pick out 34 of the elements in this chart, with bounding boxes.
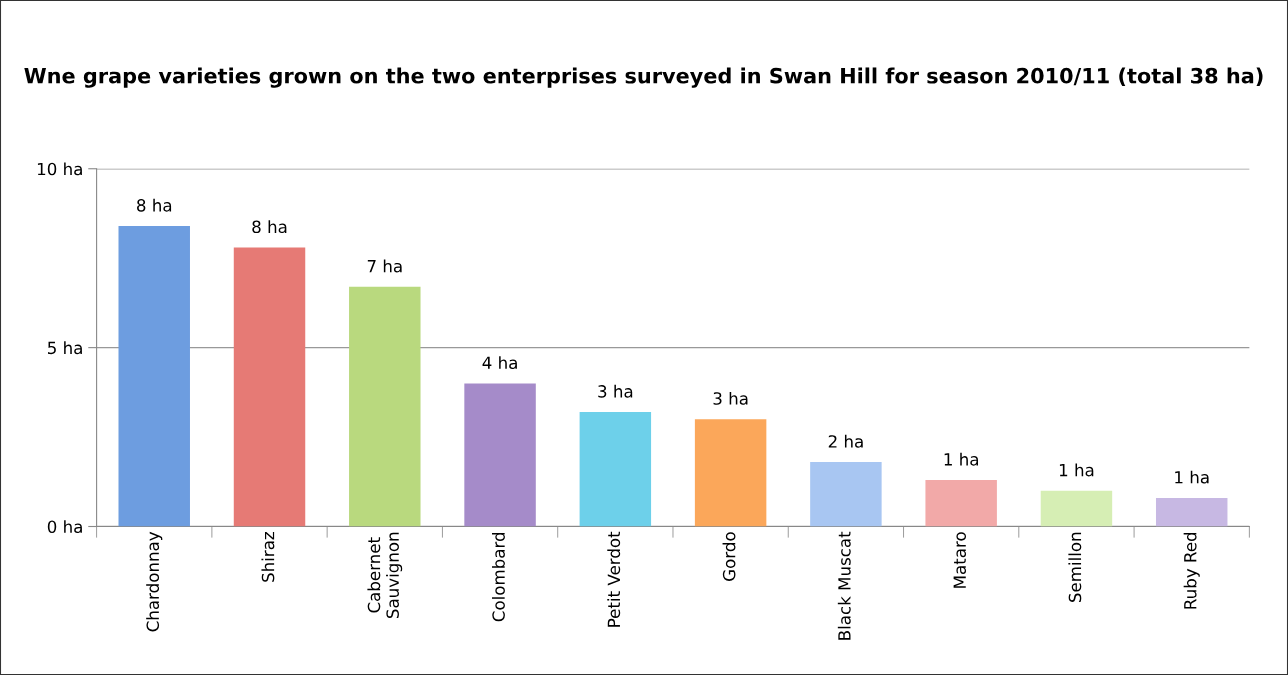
bar: [925, 479, 997, 527]
x-tick-label: Ruby Red: [1183, 532, 1200, 609]
data-label: 3 ha: [598, 384, 633, 398]
x-tick-label: Shiraz: [261, 532, 275, 582]
chart-title: Wne grape varieties grown on the two enterprises surveyed in Swan Hill for season 2010/11 (total 38 ha): [24, 67, 1263, 88]
data-label: 7 ha: [367, 259, 402, 273]
data-label: 1 ha: [1059, 463, 1094, 477]
data-label: 1 ha: [944, 452, 978, 466]
y-tick-label: 10 ha: [37, 162, 82, 176]
bar: [349, 286, 421, 527]
data-label: 2 ha: [828, 434, 863, 448]
bar: [694, 419, 767, 527]
data-label: 4 ha: [482, 356, 517, 370]
bar: [1155, 497, 1228, 527]
bar: [810, 462, 882, 527]
x-tick-label: Chardonnay: [146, 531, 163, 632]
bar: [464, 383, 536, 527]
bar: [1040, 490, 1113, 527]
x-tick-label: Gordo: [722, 532, 736, 581]
x-tick-label: Cabernet Sauvignon: [367, 532, 403, 619]
y-tick-label: 0 ha: [47, 520, 82, 534]
bar: [233, 247, 306, 527]
bar: [579, 412, 652, 527]
y-tick-label: 5 ha: [48, 341, 82, 355]
data-label: 1 ha: [1175, 470, 1209, 484]
x-tick-label: Semillon: [1068, 532, 1082, 602]
x-tick-label: Mataro: [953, 532, 967, 588]
x-tick-label: Black Muscat: [837, 531, 851, 640]
data-label: 8 ha: [137, 198, 172, 212]
data-label: 3 ha: [713, 391, 748, 405]
x-tick-label: Petit Verdot: [607, 531, 621, 627]
data-label: 8 ha: [252, 220, 287, 234]
bar: [118, 225, 190, 527]
x-tick-label: Colombard: [492, 532, 505, 622]
